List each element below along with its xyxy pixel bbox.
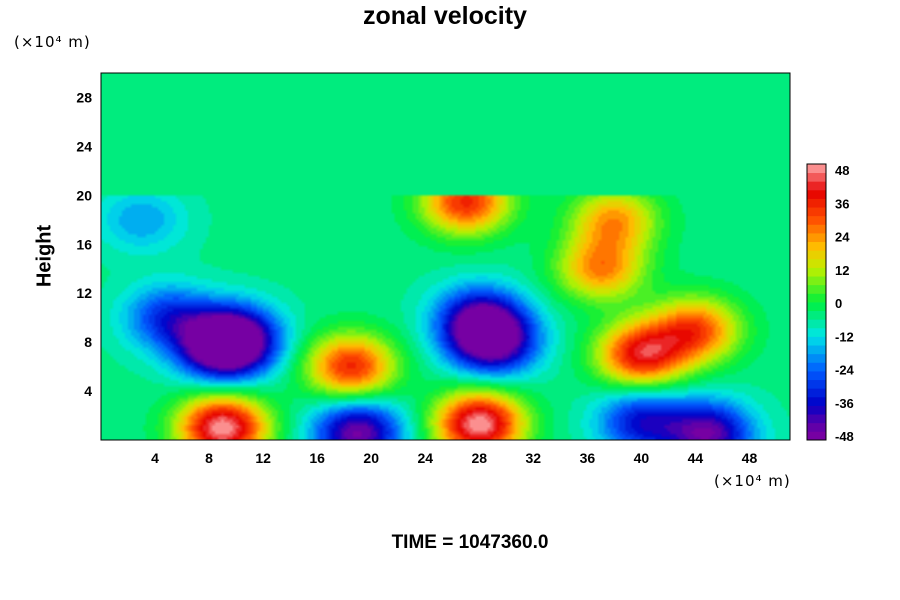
colorbar-bin xyxy=(807,422,826,432)
colorbar-bin xyxy=(807,181,826,191)
x-tick-label: 20 xyxy=(363,450,379,466)
colorbar-bin xyxy=(807,233,826,243)
y-tick-label: 28 xyxy=(76,89,92,105)
colorbar-tick-label: -12 xyxy=(835,329,854,344)
colorbar-tick-label: -48 xyxy=(835,429,854,444)
y-tick-label: 24 xyxy=(76,138,92,154)
y-axis: 4 8 12 16 20 24 28 xyxy=(76,89,92,399)
y-tick-label: 20 xyxy=(76,187,92,203)
colorbar-bin xyxy=(807,353,826,363)
y-tick-label: 8 xyxy=(84,334,92,350)
colorbar-tick-label: -36 xyxy=(835,396,854,411)
colorbar-tick-label: 48 xyxy=(835,163,849,178)
x-tick-label: 48 xyxy=(742,450,758,466)
colorbar-bin xyxy=(807,431,826,441)
colorbar-bin xyxy=(807,276,826,286)
x-axis-unit: (×10⁴ m) xyxy=(714,472,791,490)
colorbar-bin xyxy=(807,207,826,217)
colorbar-bin xyxy=(807,302,826,312)
x-tick-label: 12 xyxy=(255,450,271,466)
colorbar-bin xyxy=(807,414,826,424)
colorbar-bin xyxy=(807,172,826,182)
colorbar-bin xyxy=(807,379,826,389)
colorbar-tick-label: 24 xyxy=(835,230,850,245)
colorbar-bin xyxy=(807,198,826,208)
x-tick-label: 8 xyxy=(205,450,213,466)
colorbar-bin xyxy=(807,189,826,199)
y-axis-unit: (×10⁴ m) xyxy=(14,33,91,51)
colorbar-bin xyxy=(807,164,826,174)
x-tick-label: 44 xyxy=(688,450,704,466)
time-label: TIME = 1047360.0 xyxy=(391,532,549,553)
colorbar-bin xyxy=(807,405,826,415)
colorbar-bin xyxy=(807,215,826,225)
colorbar-frame xyxy=(806,163,827,441)
colorbar-tick-label: 0 xyxy=(835,296,842,311)
y-tick-label: 12 xyxy=(76,285,92,301)
colorbar-bin xyxy=(807,345,826,355)
colorbar-bin xyxy=(807,362,826,372)
x-tick-label: 4 xyxy=(151,450,159,466)
colorbar-bin xyxy=(807,310,826,320)
colorbar-bin xyxy=(807,388,826,398)
chart-title: zonal velocity xyxy=(363,2,527,30)
velocity-field xyxy=(101,73,790,440)
colorbar-bin xyxy=(807,396,826,406)
colorbar-bin xyxy=(807,224,826,234)
y-tick-label: 16 xyxy=(76,236,92,252)
colorbar-bin xyxy=(807,319,826,329)
colorbar-bin xyxy=(807,241,826,251)
colorbar-bin xyxy=(807,250,826,260)
colorbar-bin xyxy=(807,371,826,381)
colorbar-bin xyxy=(807,267,826,277)
x-tick-label: 36 xyxy=(580,450,596,466)
colorbar-tick-label: -24 xyxy=(835,363,855,378)
x-tick-label: 16 xyxy=(309,450,325,466)
x-axis: 4 8 12 16 20 24 28 32 36 40 44 48 xyxy=(151,450,757,466)
colorbar-tick-label: 36 xyxy=(835,196,849,211)
x-tick-label: 28 xyxy=(471,450,487,466)
colorbar-tick-label: 12 xyxy=(835,263,849,278)
x-tick-label: 40 xyxy=(634,450,650,466)
colorbar: 48 36 24 12 0 -12 -24 -36 -48 xyxy=(806,163,855,444)
x-tick-label: 24 xyxy=(417,450,433,466)
colorbar-bin xyxy=(807,258,826,268)
colorbar-bin xyxy=(807,284,826,294)
x-tick-label: 32 xyxy=(526,450,542,466)
y-tick-label: 4 xyxy=(84,383,92,399)
colorbar-bin xyxy=(807,293,826,303)
colorbar-bin xyxy=(807,327,826,337)
colorbar-bin xyxy=(807,336,826,346)
plot-frame xyxy=(100,72,791,441)
